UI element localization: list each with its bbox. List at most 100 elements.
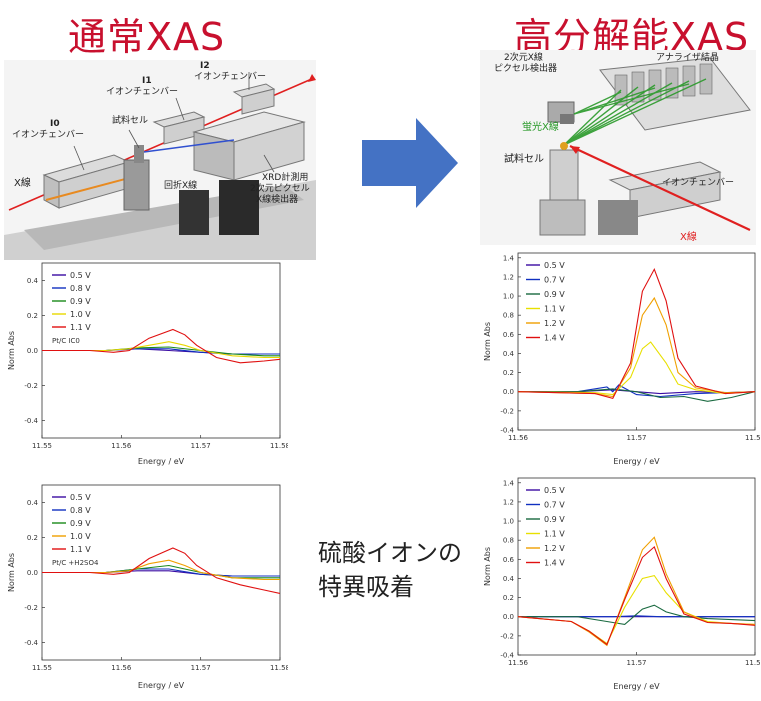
high-resolution-xas-setup-diagram: 2次元X線 ピクセル検出器 アナライザ結晶 蛍光X線 試料セル イオンチェンバー… [480, 50, 756, 245]
x-tick-label: 11.58 [745, 659, 761, 667]
y-tick-label: -0.2 [24, 604, 38, 612]
legend-label: 1.0 V [70, 532, 91, 541]
legend-label: 0.5 V [544, 261, 565, 270]
y-tick-label: 0.2 [503, 594, 514, 602]
label-i0-chamber: イオンチェンバー [12, 129, 84, 140]
x-tick-label: 11.58 [745, 434, 761, 442]
label-sample-cell: 試料セル [112, 114, 148, 126]
y-tick-label: 0.2 [27, 312, 38, 320]
legend-label: 0.5 V [70, 271, 91, 280]
y-tick-label: 0.4 [503, 575, 515, 583]
x-axis-label: Energy / eV [613, 682, 660, 691]
legend-label: 1.2 V [544, 544, 565, 553]
series-line-09 [518, 388, 755, 402]
y-tick-label: 0.2 [503, 369, 514, 377]
y-tick-label: 0.0 [27, 347, 38, 355]
y-tick-label: 1.4 [503, 254, 515, 262]
sample-label: Pt/C +H2SO4 [52, 559, 99, 567]
series-line-14 [518, 545, 755, 646]
x-tick-label: 11.56 [111, 442, 132, 450]
label-analyzer-crystal: アナライザ結晶 [656, 51, 719, 63]
x-axis-label: Energy / eV [613, 457, 660, 466]
chart-svg: 1.4 1.2 1.0 0.8 0.6 0.4 0.2 0.0 -0.2 -0.411.56 11.… [483, 252, 761, 466]
x-tick-label: 11.56 [111, 664, 132, 672]
x-tick-label: 11.55 [32, 664, 52, 672]
label-2d-detector-1: 2次元X線 [504, 51, 543, 63]
chart-svg: 0.4 0.2 0.0 -0.2 -0.4 11.55 11.56 11.57 11.58 Ene… [7, 484, 288, 690]
series-line-11 [42, 328, 280, 364]
legend-label: 0.9 V [70, 297, 91, 306]
y-tick-label: 1.0 [503, 293, 514, 301]
legend-label: 1.1 V [544, 530, 565, 539]
label-i2-chamber: イオンチェンバー [194, 71, 266, 82]
legend-label: 1.4 V [544, 559, 565, 568]
label-ion-chamber: イオンチェンバー [662, 177, 734, 188]
legend-label: 0.9 V [544, 515, 565, 524]
x-axis-label: Energy / eV [138, 681, 185, 690]
y-tick-label: -0.4 [500, 427, 514, 435]
x-tick-label: 11.58 [270, 664, 288, 672]
chart-high-res-xas-1: 1.4 1.2 1.0 0.8 0.6 0.4 0.2 0.0 -0.2 -0.4 11.56 11.… [478, 245, 761, 470]
x-tick-label: 11.56 [508, 434, 529, 442]
y-tick-label: -0.4 [500, 652, 514, 660]
y-tick-label: 0.6 [503, 331, 515, 339]
series-line-07 [518, 384, 755, 398]
y-axis-label: Norm Abs [7, 331, 16, 370]
legend-label: 1.1 V [544, 305, 565, 314]
label-xrd-1: XRD計測用 [262, 171, 308, 183]
y-tick-label: 0.2 [27, 534, 38, 542]
label-i0: I0 [50, 119, 60, 129]
y-tick-label: -0.4 [24, 639, 38, 647]
legend-label: 1.1 V [70, 545, 91, 554]
normal-xas-setup-diagram: I0 イオンチェンバー I1 イオンチェンバー I2 イオンチェンバー 試料セル… [4, 60, 316, 260]
y-tick-label: -0.4 [24, 417, 38, 425]
legend-label: 0.8 V [70, 284, 91, 293]
label-xrd-3: X線検出器 [256, 193, 298, 205]
label-i1-chamber: イオンチェンバー [106, 86, 178, 97]
y-tick-label: 0.0 [503, 613, 514, 621]
x-tick-label: 11.55 [32, 442, 52, 450]
y-tick-label: 0.4 [27, 499, 39, 507]
y-axis-label: Norm Abs [7, 553, 16, 592]
series-line-07 [518, 615, 755, 618]
legend-label: 0.8 V [70, 506, 91, 515]
x-tick-label: 11.57 [191, 664, 211, 672]
legend-label: 0.7 V [544, 276, 565, 285]
y-tick-label: 0.8 [503, 537, 514, 545]
legend-label: 0.7 V [544, 501, 565, 510]
chart-svg: 0.4 0.2 0.0 -0.2 -0.4 11.55 11.56 11.57 11.58 Ene… [7, 262, 288, 466]
y-tick-label: 1.2 [503, 498, 514, 506]
x-axis-label: Energy / eV [138, 457, 185, 466]
label-sample-cell-right: 試料セル [504, 152, 544, 165]
y-tick-label: 0.0 [27, 569, 38, 577]
series-line-09 [518, 604, 755, 625]
x-tick-label: 11.57 [191, 442, 211, 450]
legend-label: 0.5 V [544, 486, 565, 495]
y-tick-label: -0.2 [500, 632, 514, 640]
y-tick-label: 1.0 [503, 518, 514, 526]
title-normal-xas: 通常XAS [68, 15, 226, 59]
legend-label: 1.0 V [70, 310, 91, 319]
label-xrd-2: 2次元ピクセル [250, 182, 310, 194]
x-tick-label: 11.58 [270, 442, 288, 450]
label-i1: I1 [142, 76, 152, 86]
legend-label: 0.5 V [70, 493, 91, 502]
x-tick-label: 11.57 [626, 434, 646, 442]
label-xray: X線 [14, 176, 31, 189]
label-2d-detector-2: ピクセル検出器 [494, 62, 557, 74]
series-line-12 [518, 296, 755, 398]
legend-label: 1.1 V [70, 323, 91, 332]
y-tick-label: 0.8 [503, 312, 514, 320]
y-tick-label: 1.4 [503, 479, 515, 487]
chart-high-res-xas-2: 1.4 1.2 1.0 0.8 0.6 0.4 0.2 0.0 -0.2 -0.4 11.56 11.… [478, 470, 761, 695]
series-line-11 [518, 341, 755, 396]
legend-label: 1.4 V [544, 334, 565, 343]
x-tick-label: 11.57 [626, 659, 646, 667]
sample-label: Pt/C IC0 [52, 337, 80, 345]
chart-svg: 1.4 1.2 1.0 0.8 0.6 0.4 0.2 0.0 -0.2 -0.411.56 11.… [483, 477, 761, 691]
series-line-10 [42, 559, 280, 581]
label-xray-right: X線 [680, 230, 697, 243]
series-line-14 [518, 267, 755, 400]
legend-label: 1.2 V [544, 319, 565, 328]
chart-normal-xas-ic0: 0.4 0.2 0.0 -0.2 -0.4 11.55 11.56 11.57 11.58 Ene… [0, 258, 288, 470]
